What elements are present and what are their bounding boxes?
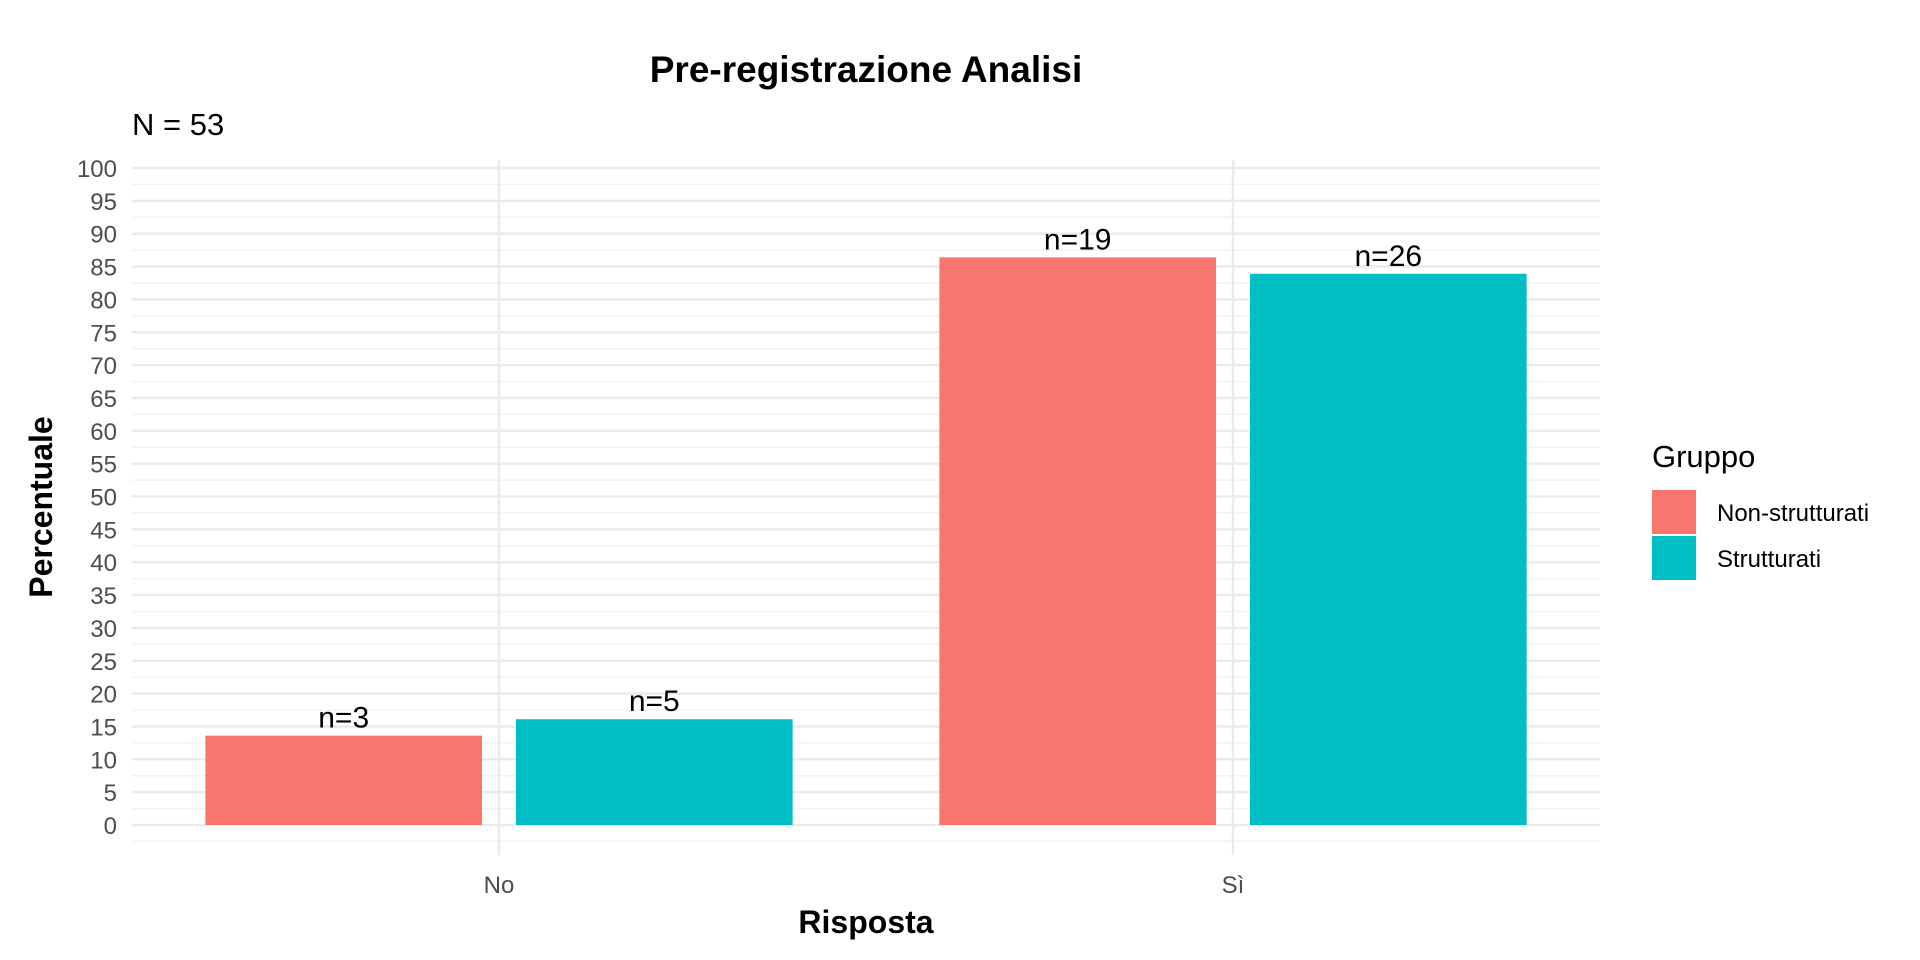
- y-tick-label: 60: [90, 419, 117, 446]
- bar: [1250, 273, 1527, 826]
- y-tick-label: 90: [90, 222, 117, 249]
- legend-label: Non-strutturati: [1717, 500, 1869, 527]
- y-tick-label: 10: [90, 747, 117, 774]
- bar-data-label: n=26: [1355, 240, 1423, 273]
- y-tick-label: 5: [104, 780, 117, 807]
- x-axis-ticks: No Sì: [484, 872, 1245, 899]
- bar: [205, 735, 482, 825]
- y-tick-label: 40: [90, 550, 117, 577]
- y-tick-label: 80: [90, 287, 117, 314]
- legend-swatch: [1652, 536, 1696, 580]
- y-axis-label: Percentuale: [23, 416, 59, 597]
- y-tick-label: 65: [90, 386, 117, 413]
- legend-swatch: [1652, 490, 1696, 534]
- legend: Gruppo Non-strutturati Strutturati: [1652, 439, 1869, 580]
- y-tick-label: 15: [90, 714, 117, 741]
- bar: [939, 257, 1216, 825]
- bar: [516, 719, 793, 825]
- y-tick-label: 20: [90, 682, 117, 709]
- chart-title: Pre-registrazione Analisi: [650, 49, 1083, 90]
- y-tick-label: 35: [90, 583, 117, 610]
- bars-layer: [205, 257, 1527, 826]
- y-tick-label: 55: [90, 452, 117, 479]
- y-tick-label: 75: [90, 320, 117, 347]
- y-tick-label: 0: [104, 813, 117, 840]
- legend-items: Non-strutturati Strutturati: [1652, 490, 1869, 580]
- y-tick-label: 50: [90, 485, 117, 512]
- bar-data-label: n=5: [629, 685, 680, 718]
- y-tick-label: 70: [90, 353, 117, 380]
- y-tick-label: 45: [90, 517, 117, 544]
- bar-data-label: n=19: [1044, 223, 1112, 256]
- y-tick-label: 30: [90, 616, 117, 643]
- legend-title: Gruppo: [1652, 439, 1755, 474]
- x-tick-label: No: [484, 872, 515, 899]
- bar-data-label: n=3: [318, 702, 369, 735]
- y-tick-label: 95: [90, 189, 117, 216]
- y-tick-label: 25: [90, 649, 117, 676]
- y-tick-label: 100: [77, 156, 117, 183]
- x-tick-label: Sì: [1222, 872, 1245, 899]
- data-labels-layer: n=3 n=5 n=19 n=26: [318, 223, 1422, 734]
- y-axis-ticks: 0 5 10 15 20 25 30 35 40 45 50 55 60 65 70 75 80 85 90 95 10…: [77, 156, 117, 840]
- legend-label: Strutturati: [1717, 546, 1821, 573]
- chart-subtitle: N = 53: [132, 107, 224, 142]
- y-tick-label: 85: [90, 255, 117, 282]
- x-axis-label: Risposta: [798, 904, 933, 940]
